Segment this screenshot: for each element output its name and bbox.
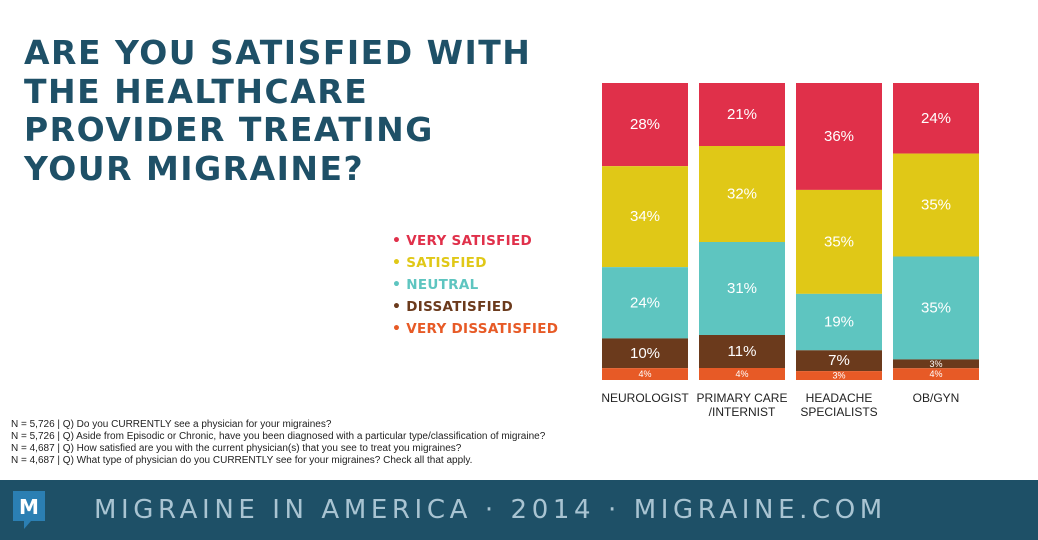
data-label: 32% bbox=[727, 186, 757, 203]
data-label: 7% bbox=[828, 352, 850, 369]
category-label: NEUROLOGIST bbox=[601, 391, 689, 405]
data-label: 35% bbox=[824, 233, 854, 250]
note-line: N = 4,687 | Q) How satisfied are you wit… bbox=[11, 443, 545, 455]
note-line: N = 5,726 | Q) Aside from Episodic or Ch… bbox=[11, 431, 545, 443]
data-label: 11% bbox=[728, 343, 757, 360]
data-label: 35% bbox=[921, 197, 951, 214]
data-label: 31% bbox=[727, 280, 757, 297]
survey-notes: N = 5,726 | Q) Do you CURRENTLY see a ph… bbox=[11, 419, 545, 467]
footer-text: MIGRAINE IN AMERICA · 2014 · MIGRAINE.CO… bbox=[94, 480, 887, 540]
footer-banner: M MIGRAINE IN AMERICA · 2014 · MIGRAINE.… bbox=[0, 480, 1038, 540]
data-label: 3% bbox=[929, 359, 942, 369]
data-label: 10% bbox=[630, 345, 660, 362]
category-label: SPECIALISTS bbox=[800, 405, 877, 419]
data-label: 34% bbox=[630, 208, 660, 225]
data-label: 19% bbox=[824, 314, 854, 331]
data-label: 4% bbox=[929, 369, 942, 379]
data-label: 3% bbox=[832, 371, 845, 381]
data-label: 28% bbox=[630, 116, 660, 133]
migraine-logo-icon: M bbox=[11, 489, 47, 531]
stacked-bar-chart: 28% 34% 24% 10% 4% NEUROLOGIST 21% 32% 31% 11% 4% P… bbox=[0, 0, 1038, 420]
category-label: OB/GYN bbox=[913, 391, 960, 405]
category-label: PRIMARY CARE bbox=[697, 391, 788, 405]
data-label: 36% bbox=[824, 128, 854, 145]
data-label: 24% bbox=[630, 294, 660, 311]
category-label: HEADACHE bbox=[806, 391, 873, 405]
note-line: N = 5,726 | Q) Do you CURRENTLY see a ph… bbox=[11, 419, 545, 431]
data-label: 35% bbox=[921, 299, 951, 316]
data-label: 24% bbox=[921, 110, 951, 127]
svg-text:M: M bbox=[19, 495, 39, 519]
data-label: 21% bbox=[727, 106, 757, 123]
category-label: /INTERNIST bbox=[709, 405, 776, 419]
data-label: 4% bbox=[735, 369, 748, 379]
note-line: N = 4,687 | Q) What type of physician do… bbox=[11, 455, 545, 467]
data-label: 4% bbox=[638, 369, 651, 379]
